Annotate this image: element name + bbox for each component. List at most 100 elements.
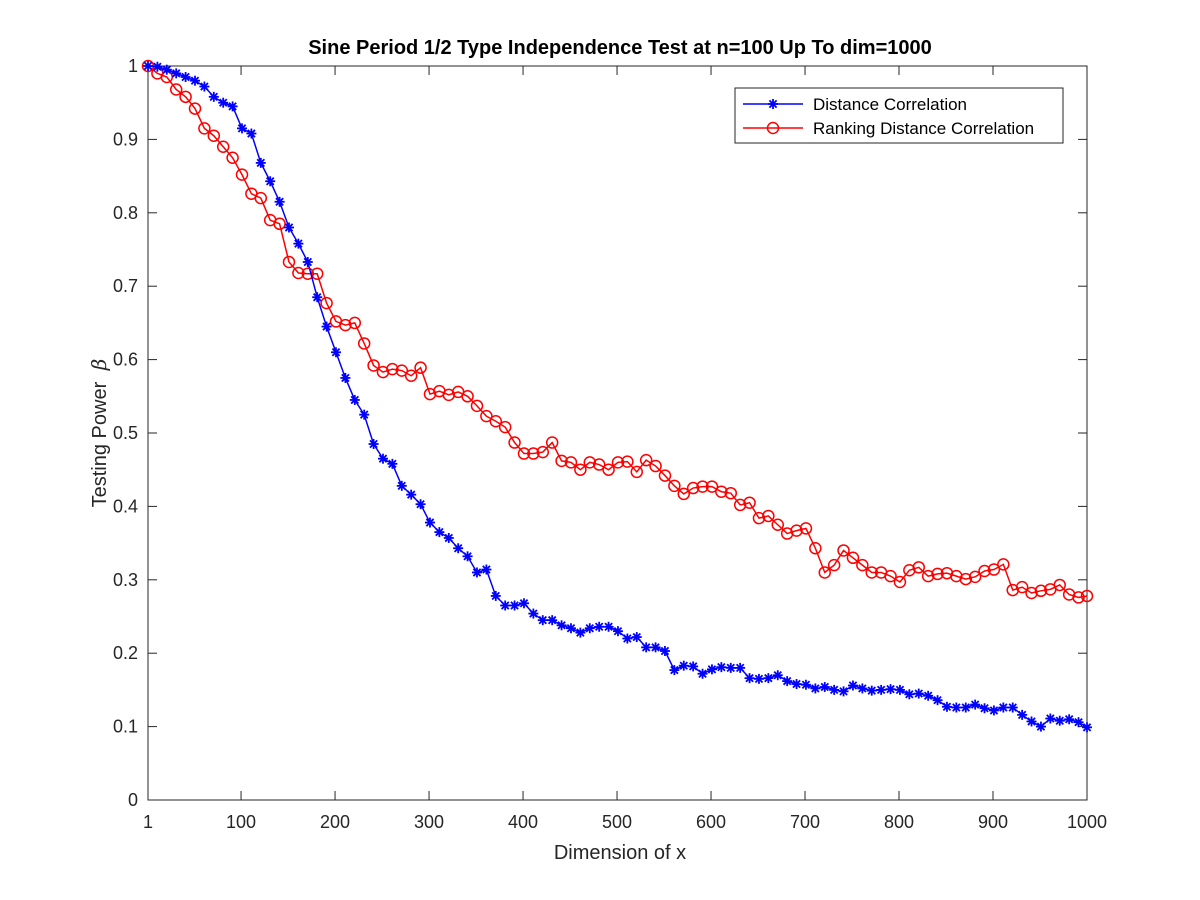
data-point	[893, 575, 907, 589]
series-layer	[141, 59, 1094, 733]
data-point	[639, 453, 653, 467]
data-point	[951, 702, 962, 713]
data-point	[536, 445, 550, 459]
data-point	[622, 633, 633, 644]
data-point	[395, 364, 409, 377]
data-point	[246, 128, 257, 139]
data-point	[255, 157, 266, 168]
data-point	[368, 439, 379, 450]
data-point	[876, 684, 887, 695]
data-point	[725, 662, 736, 673]
data-point	[489, 415, 503, 428]
data-point	[359, 409, 370, 420]
data-point	[340, 372, 351, 383]
x-tick-label: 700	[790, 812, 820, 832]
data-point	[216, 140, 230, 153]
plot-area	[147, 65, 1088, 801]
data-point	[574, 463, 587, 476]
data-point	[367, 359, 380, 372]
legend-entry: Distance Correlation	[743, 95, 967, 114]
data-point	[621, 455, 634, 468]
data-point	[377, 453, 388, 464]
data-point	[453, 543, 464, 554]
axes-box	[147, 65, 1088, 801]
x-tick-label: 300	[414, 812, 444, 832]
data-point	[884, 569, 897, 583]
data-point	[885, 684, 896, 695]
data-point	[649, 459, 662, 473]
data-point	[283, 222, 294, 233]
data-point	[612, 626, 623, 637]
data-point	[1054, 715, 1065, 726]
data-point	[424, 517, 435, 528]
data-point	[866, 685, 877, 696]
data-point	[348, 316, 362, 330]
data-point	[837, 544, 850, 557]
data-point	[236, 123, 247, 134]
data-point	[641, 642, 652, 653]
y-tick-label: 0.7	[113, 276, 138, 296]
data-point	[706, 664, 717, 675]
data-point	[630, 465, 644, 479]
data-point	[1025, 586, 1038, 600]
data-point	[668, 479, 681, 493]
data-point	[575, 627, 586, 638]
data-point	[931, 567, 944, 581]
data-point	[772, 670, 783, 681]
x-tick-label: 900	[978, 812, 1008, 832]
data-point	[152, 61, 163, 72]
y-tick-label: 0.1	[113, 717, 138, 737]
data-point	[733, 498, 747, 512]
data-point	[716, 662, 727, 673]
data-point	[1026, 716, 1037, 727]
data-point	[537, 615, 548, 626]
data-point	[189, 75, 200, 86]
data-point	[602, 463, 615, 476]
data-point	[1015, 580, 1029, 594]
legend: Distance Correlation Ranking Distance Cor…	[734, 87, 1064, 144]
series-distance-correlation	[143, 61, 1092, 733]
y-tick-label: 0.4	[113, 496, 138, 516]
data-point	[1045, 713, 1056, 724]
data-point	[790, 524, 803, 537]
data-point	[518, 598, 529, 609]
legend-label: Ranking Distance Correlation	[813, 119, 1034, 138]
data-point	[584, 623, 595, 634]
x-tick-label: 1000	[1067, 812, 1107, 832]
data-point	[1073, 717, 1084, 728]
data-point	[913, 688, 924, 699]
data-point	[320, 296, 333, 310]
data-point	[357, 337, 371, 350]
data-point	[791, 679, 802, 690]
data-point	[912, 561, 926, 574]
data-point	[169, 83, 183, 96]
data-point	[678, 660, 689, 671]
data-point	[470, 399, 484, 413]
data-point	[321, 321, 332, 332]
data-point	[226, 151, 239, 164]
data-point	[545, 436, 559, 449]
data-point	[894, 684, 905, 695]
data-point	[583, 456, 597, 469]
data-point	[603, 621, 614, 632]
data-point	[818, 566, 832, 579]
chart-title: Sine Period 1/2 Type Independence Test a…	[308, 37, 932, 59]
data-point	[932, 695, 943, 706]
data-point	[997, 558, 1010, 571]
data-point	[827, 558, 841, 572]
data-point	[180, 72, 191, 83]
data-point	[838, 686, 849, 697]
data-point	[688, 661, 699, 672]
data-point	[763, 673, 774, 684]
data-point	[1072, 591, 1085, 604]
y-tick-label: 0.8	[113, 203, 138, 223]
series-line	[147, 65, 1088, 599]
data-point	[143, 61, 153, 71]
data-point	[752, 511, 766, 525]
legend-entry: Ranking Distance Correlation	[743, 119, 1034, 138]
data-point	[274, 196, 285, 207]
data-point	[254, 191, 268, 205]
data-point	[218, 97, 229, 108]
data-point	[1034, 584, 1048, 598]
